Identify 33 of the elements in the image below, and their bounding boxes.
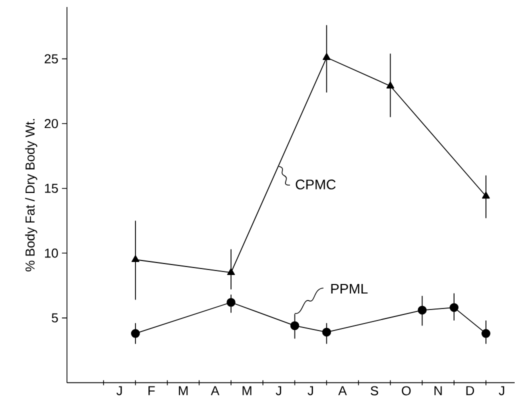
y-tick-label: 25: [44, 54, 58, 64]
x-tick-label: F: [148, 386, 155, 396]
point: [131, 329, 140, 338]
x-tick-label: J: [308, 386, 313, 396]
point: [386, 82, 394, 89]
point: [482, 192, 490, 199]
point: [481, 329, 490, 338]
x-tick-label: A: [210, 386, 220, 396]
point: [322, 53, 331, 60]
legend-label: CPMC: [296, 180, 336, 190]
x-tick-label: O: [402, 386, 411, 396]
point: [322, 328, 332, 337]
x-tick-label: J: [276, 386, 282, 396]
x-tick-label: A: [338, 386, 347, 396]
x-tick-label: M: [178, 386, 188, 396]
point: [132, 255, 140, 262]
x-tick-label: D: [466, 386, 474, 396]
x-tick-label: S: [370, 386, 378, 396]
point: [290, 321, 300, 330]
x-tick-label: J: [498, 386, 504, 396]
y-tick-label: 10: [45, 248, 58, 258]
y-tick-label: 5: [52, 314, 58, 323]
x-tick-label: J: [116, 386, 122, 396]
y-tick-label: 15: [45, 184, 58, 194]
x-tick-label: M: [242, 386, 252, 396]
point: [418, 306, 427, 315]
y-tick-label: 20: [44, 119, 58, 128]
y-axis-title: % Body Fat / Dry Body Wt.: [25, 119, 38, 272]
text: PPML: [331, 284, 368, 294]
point: [227, 268, 235, 276]
point: [226, 298, 236, 307]
point: [450, 303, 458, 312]
x-tick-label: N: [434, 386, 442, 396]
